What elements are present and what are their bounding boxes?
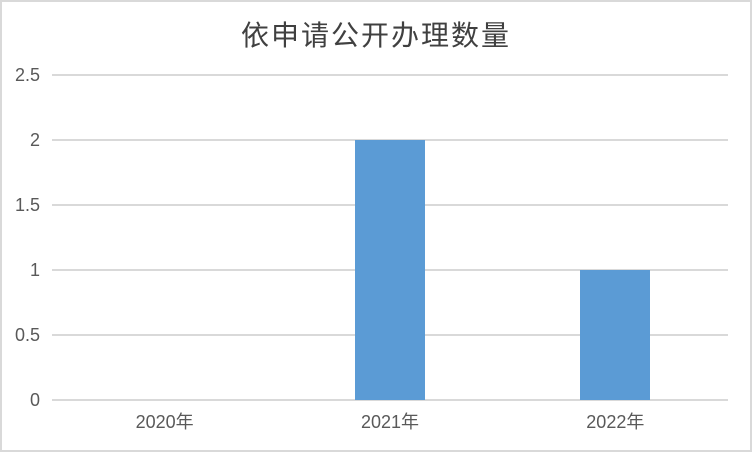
y-axis-tick-label: 0.5 (14, 325, 40, 345)
x-axis-tick-label: 2022年 (586, 412, 645, 432)
plot-area (52, 74, 728, 401)
y-axis-tick-label: 1 (29, 260, 40, 280)
x-axis-tick-label: 2020年 (135, 412, 194, 432)
y-axis-tick-label: 1.5 (14, 195, 40, 215)
gridline (52, 74, 728, 76)
chart-title: 依申请公开办理数量 (240, 21, 511, 52)
bar-2021 (355, 140, 425, 400)
x-axis-tick-label: 2021年 (360, 412, 420, 432)
bar-2022 (580, 270, 651, 400)
y-axis-tick-label: 0 (29, 390, 40, 410)
y-axis-tick-label: 2.5 (14, 65, 40, 85)
x-axis-line (52, 399, 728, 401)
y-axis-tick-label: 2 (29, 130, 40, 150)
